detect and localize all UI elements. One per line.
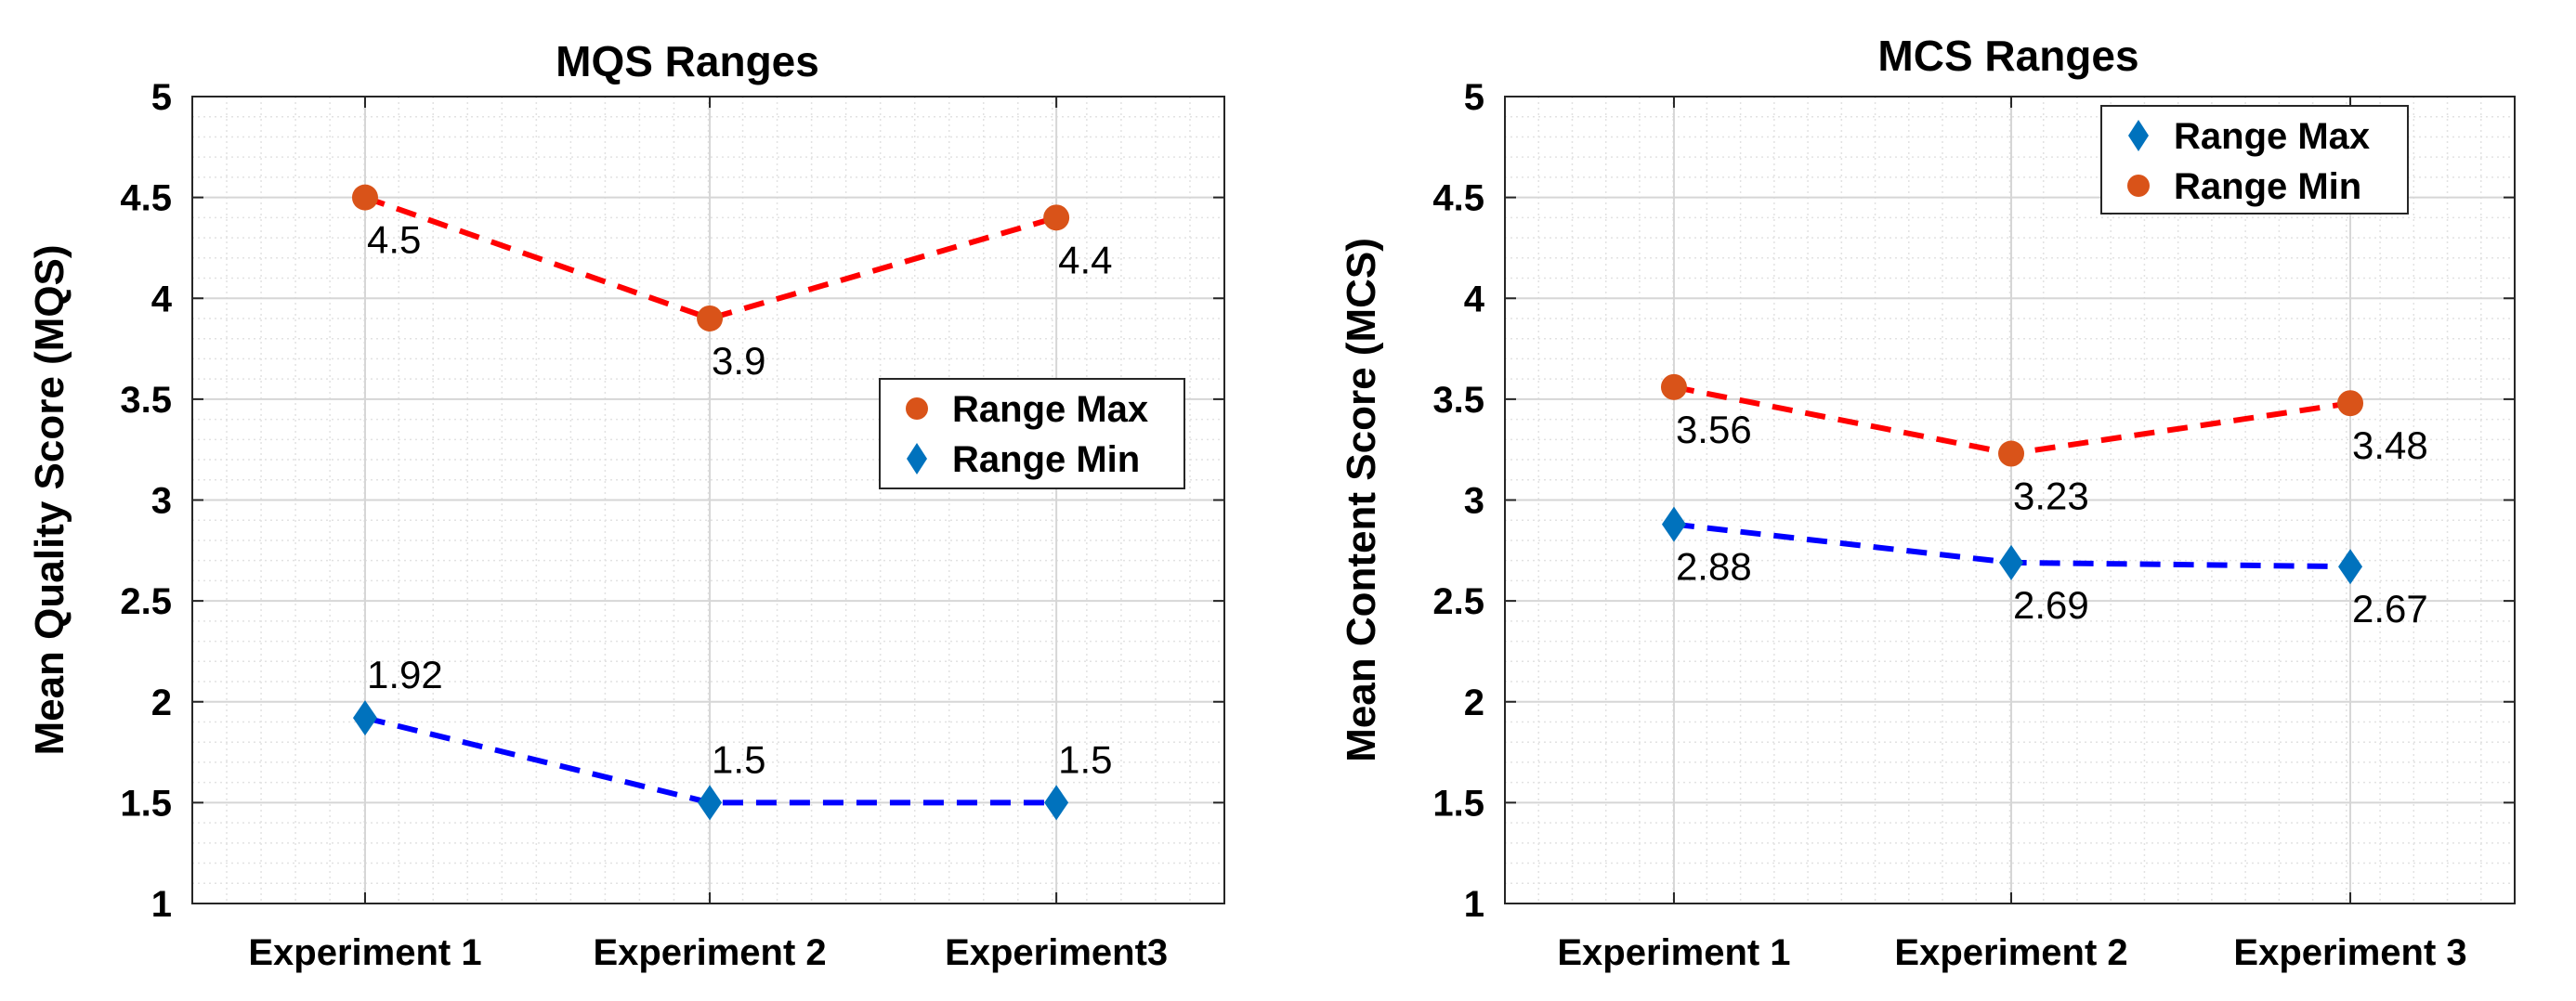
- legend-marker-circle: [2127, 175, 2150, 197]
- x-tick-label: Experiment 1: [1557, 932, 1790, 973]
- data-point-diamond: [352, 700, 377, 736]
- data-label: 3.23: [2013, 474, 2089, 518]
- data-label: 4.5: [367, 218, 421, 262]
- x-tick-label: Experiment 2: [1894, 932, 2127, 973]
- chart-title: MQS Ranges: [556, 37, 819, 85]
- y-tick-label: 3: [1464, 481, 1484, 522]
- x-tick-label: Experiment 3: [2233, 932, 2466, 973]
- chart-2: 1 1.5 2 2.5 3 3.5 4 4.5 5 Experiment 1 Experiment …: [1339, 32, 2516, 973]
- data-label: 2.88: [1676, 545, 1752, 589]
- data-point-circle: [2337, 390, 2364, 417]
- data-label: 3.56: [1676, 408, 1752, 451]
- y-axis-label: Mean Content Score (MCS): [1339, 238, 1384, 762]
- y-tick-label: 4: [1464, 279, 1485, 319]
- legend-label: Range Min: [2174, 166, 2361, 207]
- chart-1: 1 1.5 2 2.5 3 3.5 4 4.5 5 Experiment 1 Experiment …: [27, 37, 1225, 973]
- y-tick-label: 2.5: [120, 581, 172, 622]
- legend-marker-diamond: [907, 443, 927, 474]
- y-tick-label: 3.5: [1432, 380, 1484, 421]
- data-point-diamond: [698, 785, 723, 821]
- legend-marker-diamond: [2128, 120, 2149, 151]
- x-tick-label: Experiment 2: [593, 932, 826, 973]
- y-tick-label: 3: [151, 481, 172, 522]
- y-tick-label: 3.5: [120, 380, 172, 421]
- y-tick-label: 4: [151, 279, 173, 319]
- y-tick-label: 2: [1464, 682, 1484, 723]
- y-tick-label: 5: [1464, 77, 1484, 118]
- legend: Range Max Range Min: [2100, 105, 2409, 214]
- series-line-range-max: [363, 194, 1057, 322]
- data-point-circle: [351, 184, 378, 211]
- data-point-circle: [1660, 373, 1687, 400]
- y-tick-label: 1.5: [1432, 783, 1484, 824]
- y-tick-label: 4.5: [120, 178, 172, 219]
- y-tick-label: 1.5: [120, 783, 172, 824]
- series-line-range-min: [364, 715, 1057, 806]
- legend-box: [879, 378, 1185, 489]
- data-label: 3.48: [2352, 423, 2428, 467]
- data-label: 3.9: [712, 339, 765, 383]
- data-point-circle: [1998, 440, 2025, 467]
- data-point-circle: [1043, 204, 1070, 231]
- y-tick-label: 1: [1464, 884, 1484, 925]
- data-label: 2.67: [2352, 587, 2428, 630]
- data-point-diamond: [1999, 544, 2024, 580]
- data-label: 2.69: [2013, 583, 2089, 627]
- data-label: 1.5: [1058, 737, 1112, 781]
- data-point-diamond: [2338, 549, 2363, 585]
- y-tick-label: 1: [151, 884, 172, 925]
- x-tick-label: Experiment3: [945, 932, 1168, 973]
- data-point-circle: [697, 305, 724, 332]
- data-label: 4.4: [1058, 238, 1112, 281]
- data-label: 1.92: [367, 653, 443, 696]
- y-tick-label: 2: [151, 682, 172, 723]
- legend: Range Max Range Min: [879, 378, 1185, 489]
- x-tick-label: Experiment 1: [248, 932, 481, 973]
- y-tick-label: 2.5: [1432, 581, 1484, 622]
- legend-box: [2100, 105, 2409, 214]
- y-tick-label: 5: [151, 77, 172, 118]
- data-point-diamond: [1044, 785, 1069, 821]
- legend-label: Range Max: [2174, 116, 2370, 157]
- data-label: 1.5: [712, 737, 765, 781]
- chart-title: MCS Ranges: [1877, 32, 2138, 80]
- y-tick-label: 4.5: [1432, 178, 1484, 219]
- data-point-diamond: [1661, 506, 1686, 542]
- y-axis-label: Mean Quality Score (MQS): [27, 244, 72, 755]
- legend-label: Range Min: [952, 439, 1140, 480]
- legend-marker-circle: [906, 397, 928, 420]
- legend-label: Range Max: [952, 389, 1148, 430]
